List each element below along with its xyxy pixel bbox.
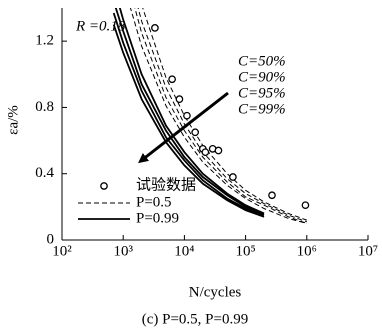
data-point [268, 191, 276, 200]
caption: (c) P=0.5, P=0.99 [142, 311, 249, 327]
legend-label: P=0.5 [136, 194, 172, 210]
data-point [214, 146, 223, 155]
curve [134, 8, 307, 224]
curve [114, 8, 265, 215]
data-point [191, 128, 200, 137]
curve-label: C=95% [238, 85, 286, 101]
x-tick-label: 10² [52, 243, 72, 259]
data-point [201, 148, 210, 157]
y-tick-label: 1.2 [35, 33, 54, 49]
x-tick-label: 10³ [113, 243, 133, 259]
curve-label: C=50% [238, 53, 286, 69]
data-point [183, 111, 191, 120]
y-tick-label: 0 [47, 231, 55, 247]
data-point [168, 75, 176, 84]
y-axis-label: εa/% [5, 105, 21, 135]
trend-arrow [138, 91, 229, 164]
curve-label: C=90% [238, 69, 286, 85]
legend-marker [100, 182, 108, 190]
data-point [301, 201, 310, 210]
y-tick-label: 0.4 [35, 165, 54, 181]
curve [142, 8, 307, 221]
curve [118, 8, 265, 215]
data-point [229, 173, 237, 181]
x-tick-label: 10⁴ [174, 243, 194, 259]
x-tick-label: 10⁵ [235, 243, 255, 259]
curve [137, 8, 307, 223]
x-tick-label: 10⁷ [358, 243, 378, 259]
curve [112, 12, 265, 216]
x-tick-label: 10⁶ [297, 243, 317, 259]
legend-label: P=0.99 [136, 210, 179, 226]
data-point [175, 95, 184, 103]
curve-label: C=99% [238, 101, 286, 117]
data-point [151, 24, 159, 32]
curve [129, 8, 307, 224]
curve [112, 24, 265, 218]
annotation: R =0.18 [75, 18, 126, 34]
y-tick-label: 0.8 [35, 99, 54, 115]
x-axis-label: N/cycles [189, 284, 242, 300]
legend-label: 试验数据 [136, 176, 196, 193]
curves [112, 8, 307, 224]
